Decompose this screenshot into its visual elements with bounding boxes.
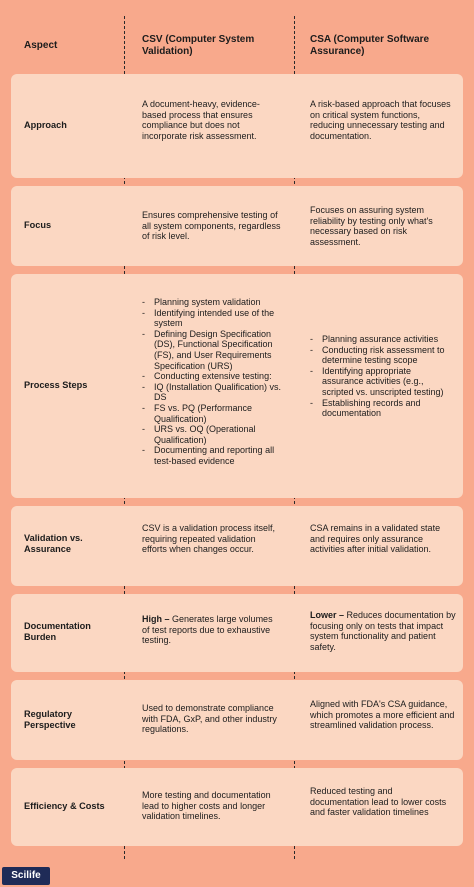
row-csv-validation-vs-assurance: CSV is a validation process itself, requ… bbox=[142, 523, 276, 555]
list-item: Planning assurance activities bbox=[310, 334, 454, 345]
table-row-regulatory-perspective bbox=[11, 680, 463, 760]
row-csv-approach: A document-heavy, evidence-based process… bbox=[142, 99, 260, 141]
row-csv-efficiency-costs: More testing and documentation lead to h… bbox=[142, 790, 271, 822]
row-csv-focus: Ensures comprehensive testing of all sys… bbox=[142, 210, 281, 242]
list-item: FS vs. PQ (Performance Qualification) bbox=[142, 403, 284, 424]
row-csv-documentation-burden: High – Generates large volumes of test r… bbox=[142, 614, 282, 646]
row-aspect-efficiency-costs: Efficiency & Costs bbox=[24, 801, 105, 811]
row-csv-regulatory-perspective: Used to demonstrate compliance with FDA,… bbox=[142, 703, 277, 735]
aspect-text: Documentation Burden bbox=[24, 621, 91, 642]
table-row-approach bbox=[11, 74, 463, 178]
row-csa-validation-vs-assurance: CSA remains in a validated state and req… bbox=[310, 523, 441, 555]
list-item: Documenting and reporting all test-based… bbox=[142, 445, 284, 466]
row-csa-process-steps: Planning assurance activities Conducting… bbox=[310, 334, 454, 419]
csa-burden-text: Reduces documentation by focusing only o… bbox=[310, 610, 456, 652]
list-item: URS vs. OQ (Operational Qualification) bbox=[142, 424, 284, 445]
table-row-documentation-burden bbox=[11, 594, 463, 672]
row-csa-focus: Focuses on assuring system reliability b… bbox=[310, 205, 433, 247]
row-aspect-process-steps: Process Steps bbox=[24, 380, 88, 390]
csv-burden-level: High – bbox=[142, 614, 170, 624]
list-item: IQ (Installation Qualification) vs. DS bbox=[142, 382, 284, 403]
row-csa-regulatory-perspective: Aligned with FDA's CSA guidance, which p… bbox=[310, 699, 455, 731]
row-aspect-focus: Focus bbox=[24, 220, 52, 230]
list-item: Planning system validation bbox=[142, 297, 284, 308]
header-aspect: Aspect bbox=[24, 40, 58, 51]
header-csa: CSA (Computer Software Assurance) bbox=[310, 34, 430, 57]
row-aspect-regulatory-perspective: Regulatory Perspective bbox=[24, 709, 76, 730]
scilife-logo: Scilife bbox=[2, 867, 50, 885]
row-aspect-approach: Approach bbox=[24, 120, 67, 130]
csa-burden-level: Lower – bbox=[310, 610, 345, 620]
table-row-efficiency-costs bbox=[11, 768, 463, 846]
list-item: Identifying intended use of the system bbox=[142, 308, 284, 329]
table-row-focus bbox=[11, 186, 463, 266]
table-row-validation-vs-assurance bbox=[11, 506, 463, 586]
list-item: Conducting extensive testing: bbox=[142, 371, 284, 382]
row-csa-documentation-burden: Lower – Reduces documentation by focusin… bbox=[310, 610, 456, 652]
list-item: Establishing records and documentation bbox=[310, 398, 454, 419]
list-item: Identifying appropriate assurance activi… bbox=[310, 366, 454, 398]
row-csv-process-steps: Planning system validation Identifying i… bbox=[142, 297, 284, 467]
list-item: Defining Design Specification (DS), Func… bbox=[142, 329, 284, 371]
row-aspect-documentation-burden: Documentation Burden bbox=[24, 621, 104, 643]
table-header: Aspect CSV (Computer System Validation) … bbox=[0, 24, 474, 70]
list-item: Conducting risk assessment to determine … bbox=[310, 345, 454, 366]
row-csa-approach: A risk-based approach that focuses on cr… bbox=[310, 99, 451, 141]
row-csa-efficiency-costs: Reduced testing and documentation lead t… bbox=[310, 786, 447, 818]
row-aspect-validation-vs-assurance: Validation vs. Assurance bbox=[24, 533, 83, 554]
header-csv: CSV (Computer System Validation) bbox=[142, 34, 255, 57]
csv-burden-text: Generates large volumes of test reports … bbox=[142, 614, 273, 646]
